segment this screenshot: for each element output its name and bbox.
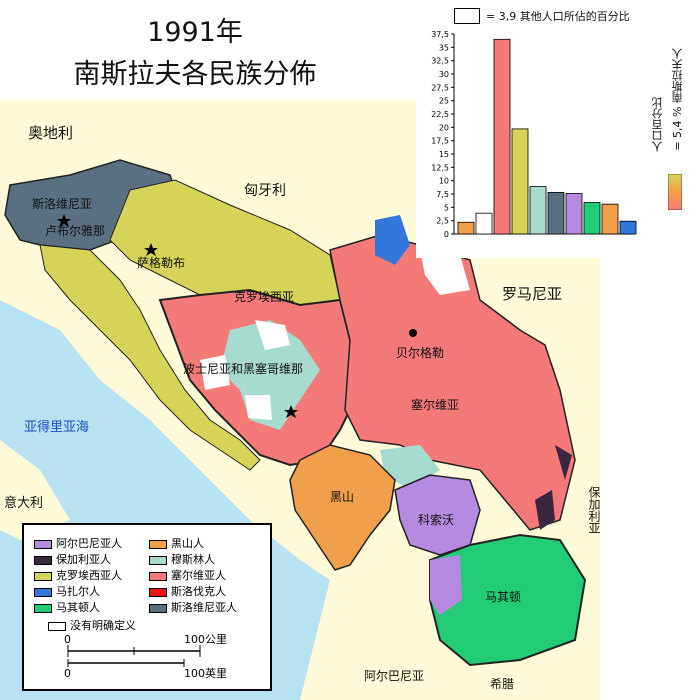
- label-croatia: 克罗埃西亚: [234, 290, 295, 304]
- scale-bars: [67, 645, 201, 667]
- label-austria: 奥地利: [28, 124, 74, 142]
- legend-item: 马其顿人: [34, 601, 100, 615]
- label-bosnia: 波士尼亚和黑塞哥维那: [183, 362, 304, 376]
- label-montenegro: 黑山: [330, 490, 355, 504]
- chart-tick-label: 15: [439, 150, 449, 159]
- label-romania: 罗马尼亚: [502, 285, 563, 303]
- label-macedonia: 马其顿: [485, 590, 522, 604]
- chart-tick-label: 10: [439, 177, 449, 186]
- label-bulgaria: 保加利亚: [587, 486, 601, 534]
- chart-bar: [475, 212, 493, 235]
- serbia-white-patches: [420, 250, 470, 295]
- chart-tick-label: 37,5: [431, 30, 449, 39]
- croatia-coast: [39, 244, 261, 471]
- label-belgrade: 贝尔格勒: [396, 346, 445, 360]
- scale-mi-zero: 0: [64, 667, 71, 680]
- label-hungary: 匈牙利: [244, 183, 286, 199]
- label-slovenia: 斯洛维尼亚: [32, 197, 93, 211]
- chart-tick-label: 7,5: [436, 190, 449, 199]
- chart-tick-label: 12,5: [431, 163, 449, 172]
- chart-bar: [583, 202, 601, 235]
- legend-swatch: [34, 555, 52, 565]
- legend-item: 塞尔维亚人: [149, 569, 226, 583]
- macedonia-albanian: [430, 555, 462, 615]
- label-zagreb: 萨格勒布: [137, 256, 186, 270]
- label-greece: 希腊: [490, 677, 515, 691]
- map-title: 南斯拉夫各民族分佈: [73, 59, 317, 90]
- legend-item: 阿尔巴尼亚人: [34, 537, 122, 551]
- yugoslav-swatch: [668, 174, 682, 210]
- chart-tick-label: 20: [439, 123, 449, 132]
- chart-bar: [601, 203, 619, 235]
- map-title-year: 1991年: [147, 17, 243, 48]
- scale-km-100: 100公里: [184, 633, 227, 646]
- legend-swatch: [34, 539, 52, 549]
- chart-plot: 0 2,5 5 7,5 10 12,5 15 17,5 20 22,5 25 27,5 30 32,5 35…: [431, 30, 637, 239]
- montenegro-area: [289, 444, 396, 571]
- chart-bar: [529, 186, 547, 235]
- italy-land: [0, 440, 70, 540]
- chart-bar: [511, 128, 529, 235]
- chart-bar: [619, 220, 637, 235]
- chart-tick-label: 35: [439, 43, 449, 52]
- legend-item: 穆斯林人: [149, 553, 215, 567]
- label-adriatic: 亚得里亚海: [24, 420, 90, 435]
- legend-swatch: [34, 571, 52, 581]
- legend-swatch: [48, 621, 66, 631]
- legend-item: 斯洛伐克人: [149, 585, 226, 599]
- chart-title: = 3,9 其他人口所佔的百分比: [486, 10, 630, 23]
- chart-tick-label: 0: [444, 230, 449, 239]
- label-albania: 阿尔巴尼亚: [364, 669, 425, 683]
- legend-swatch: [149, 587, 167, 597]
- serbia-area: [329, 234, 576, 531]
- map-legend: 阿尔巴尼亚人 黑山人 保加利亚人 穆斯林人 克罗埃西亚人 塞尔维亚人 马扎尔人 …: [22, 523, 272, 691]
- legend-item-undefined: 没有明确定义: [48, 619, 136, 633]
- chart-bar: [493, 38, 511, 235]
- legend-swatch: [149, 555, 167, 565]
- legend-swatch: [34, 603, 52, 613]
- legend-item: 保加利亚人: [34, 553, 111, 567]
- chart-tick-label: 17,5: [431, 137, 449, 146]
- scale-km-zero: 0: [64, 633, 71, 646]
- chart-bar: [547, 191, 565, 235]
- label-kosovo: 科索沃: [418, 513, 455, 527]
- label-ljubljana: 卢布尔雅那: [45, 224, 106, 238]
- vojvodina-hungarian: [375, 215, 410, 265]
- chart-tick-label: 30: [439, 70, 449, 79]
- bosnia-white-patches: [200, 320, 290, 420]
- legend-item: 黑山人: [149, 537, 204, 551]
- scale-mi-100: 100英里: [184, 667, 227, 680]
- population-chart: = 3,9 其他人口所佔的百分比 人口百分比 = 5,4 % 南斯拉夫人 0 2,…: [416, 2, 700, 258]
- legend-swatch: [149, 571, 167, 581]
- legend-swatch: [149, 539, 167, 549]
- bosnia-muslim-patches: [220, 320, 320, 430]
- legend-swatch: [149, 603, 167, 613]
- legend-item: 马扎尔人: [34, 585, 100, 599]
- bulgarian-patch: [535, 445, 572, 530]
- chart-tick-label: 5: [444, 203, 449, 212]
- chart-bar: [457, 221, 475, 235]
- legend-swatch: [34, 587, 52, 597]
- chart-bar: [565, 193, 583, 235]
- legend-item: 克罗埃西亚人: [34, 569, 122, 583]
- chart-tick-label: 22,5: [431, 110, 449, 119]
- chart-tick-label: 27,5: [431, 83, 449, 92]
- label-italy: 意大利: [4, 496, 44, 511]
- chart-tick-label: 32,5: [431, 57, 449, 66]
- macedonia-area: [429, 533, 587, 667]
- label-serbia: 塞尔维亚: [411, 398, 460, 412]
- legend-item: 斯洛维尼亚人: [149, 601, 237, 615]
- chart-tick-label: 25: [439, 97, 449, 106]
- chart-title-swatch: [454, 8, 480, 24]
- chart-tick-label: 2,5: [436, 217, 449, 226]
